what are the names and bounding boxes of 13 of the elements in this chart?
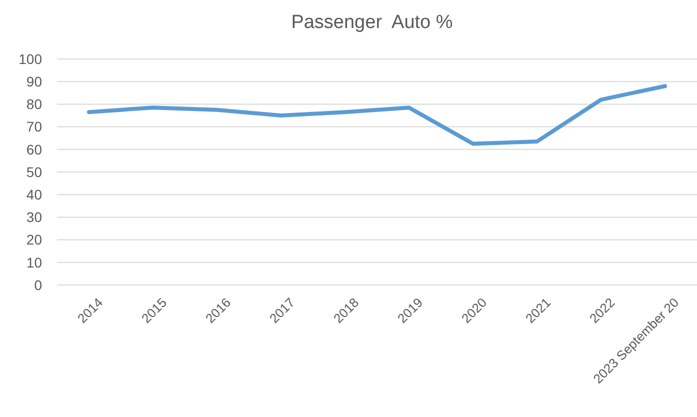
y-tick-label: 100 [18, 50, 42, 67]
y-tick-label: 10 [26, 254, 42, 270]
chart-title: Passenger Auto % [291, 12, 453, 33]
y-tick-label: 90 [26, 74, 42, 90]
y-tick-label: 60 [26, 141, 42, 158]
y-tick-label: 30 [26, 209, 42, 226]
y-tick-label: 0 [34, 276, 42, 293]
y-tick-label: 40 [26, 186, 42, 202]
y-tick-label: 70 [26, 118, 42, 135]
y-tick-label: 20 [26, 232, 42, 248]
y-tick-label: 50 [26, 164, 42, 180]
y-tick-label: 80 [26, 96, 42, 112]
line-series [87, 84, 667, 146]
